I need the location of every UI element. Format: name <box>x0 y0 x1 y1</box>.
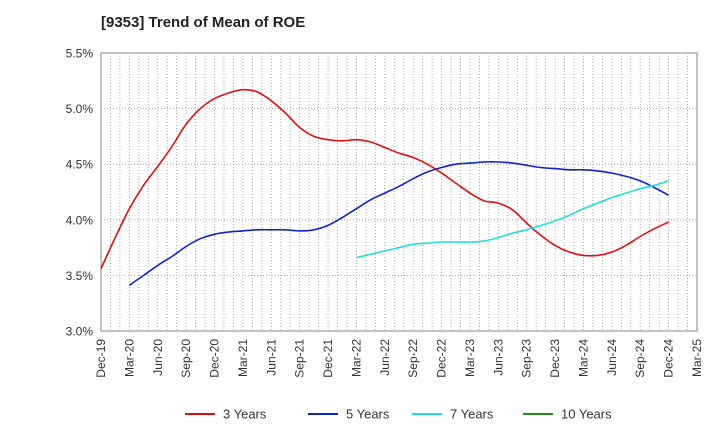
legend-label: 5 Years <box>346 407 390 422</box>
series-line-3-years <box>100 88 669 270</box>
legend-label: 7 Years <box>450 407 494 422</box>
series-line-7-years <box>356 180 669 259</box>
y-tick-label: 4.0% <box>66 213 94 227</box>
x-tick-label: Mar-24 <box>576 339 590 377</box>
x-tick-label: Mar-21 <box>236 339 250 377</box>
x-tick-label: Mar-20 <box>122 339 136 377</box>
x-tick-label: Sep-23 <box>520 339 534 378</box>
x-tick-label: Sep-21 <box>293 339 307 378</box>
x-tick-label: Dec-19 <box>94 339 108 378</box>
series-line-5-years <box>128 161 669 287</box>
y-tick-label: 5.5% <box>66 47 94 61</box>
x-tick-label: Sep-22 <box>406 339 420 378</box>
grid-layer <box>100 52 698 332</box>
x-tick-label: Mar-25 <box>690 339 704 377</box>
x-tick-label: Jun-21 <box>264 339 278 376</box>
x-tick-label: Sep-20 <box>179 339 193 378</box>
x-tick-label: Sep-24 <box>633 339 647 378</box>
x-tick-label: Mar-22 <box>349 339 363 377</box>
x-tick-label: Jun-24 <box>605 339 619 376</box>
x-tick-label: Dec-24 <box>662 339 676 378</box>
x-tick-label: Jun-20 <box>151 339 165 376</box>
axis-layer: 3.0% 3.5% 4.0% 4.5% 5.0% 5.5% Dec-19 Mar-20 Jun-… <box>66 47 704 378</box>
x-tick-label: Jun-23 <box>491 339 505 376</box>
y-tick-label: 3.0% <box>66 325 94 339</box>
x-tick-label: Dec-20 <box>208 339 222 378</box>
y-tick-label: 4.5% <box>66 158 94 172</box>
plot-border <box>100 52 698 332</box>
x-tick-label: Jun-22 <box>378 339 392 376</box>
legend: 3 Years 5 Years 7 Years 10 Years <box>185 407 612 422</box>
x-tick-label: Dec-22 <box>435 339 449 378</box>
legend-label: 3 Years <box>223 407 267 422</box>
x-tick-label: Dec-23 <box>548 339 562 378</box>
chart-title: [9353] Trend of Mean of ROE <box>101 14 306 31</box>
x-tick-label: Mar-23 <box>463 339 477 377</box>
x-tick-label: Dec-21 <box>321 339 335 378</box>
series-layer <box>100 88 669 287</box>
y-tick-label: 3.5% <box>66 269 94 283</box>
y-tick-label: 5.0% <box>66 102 94 116</box>
legend-label: 10 Years <box>561 407 612 422</box>
